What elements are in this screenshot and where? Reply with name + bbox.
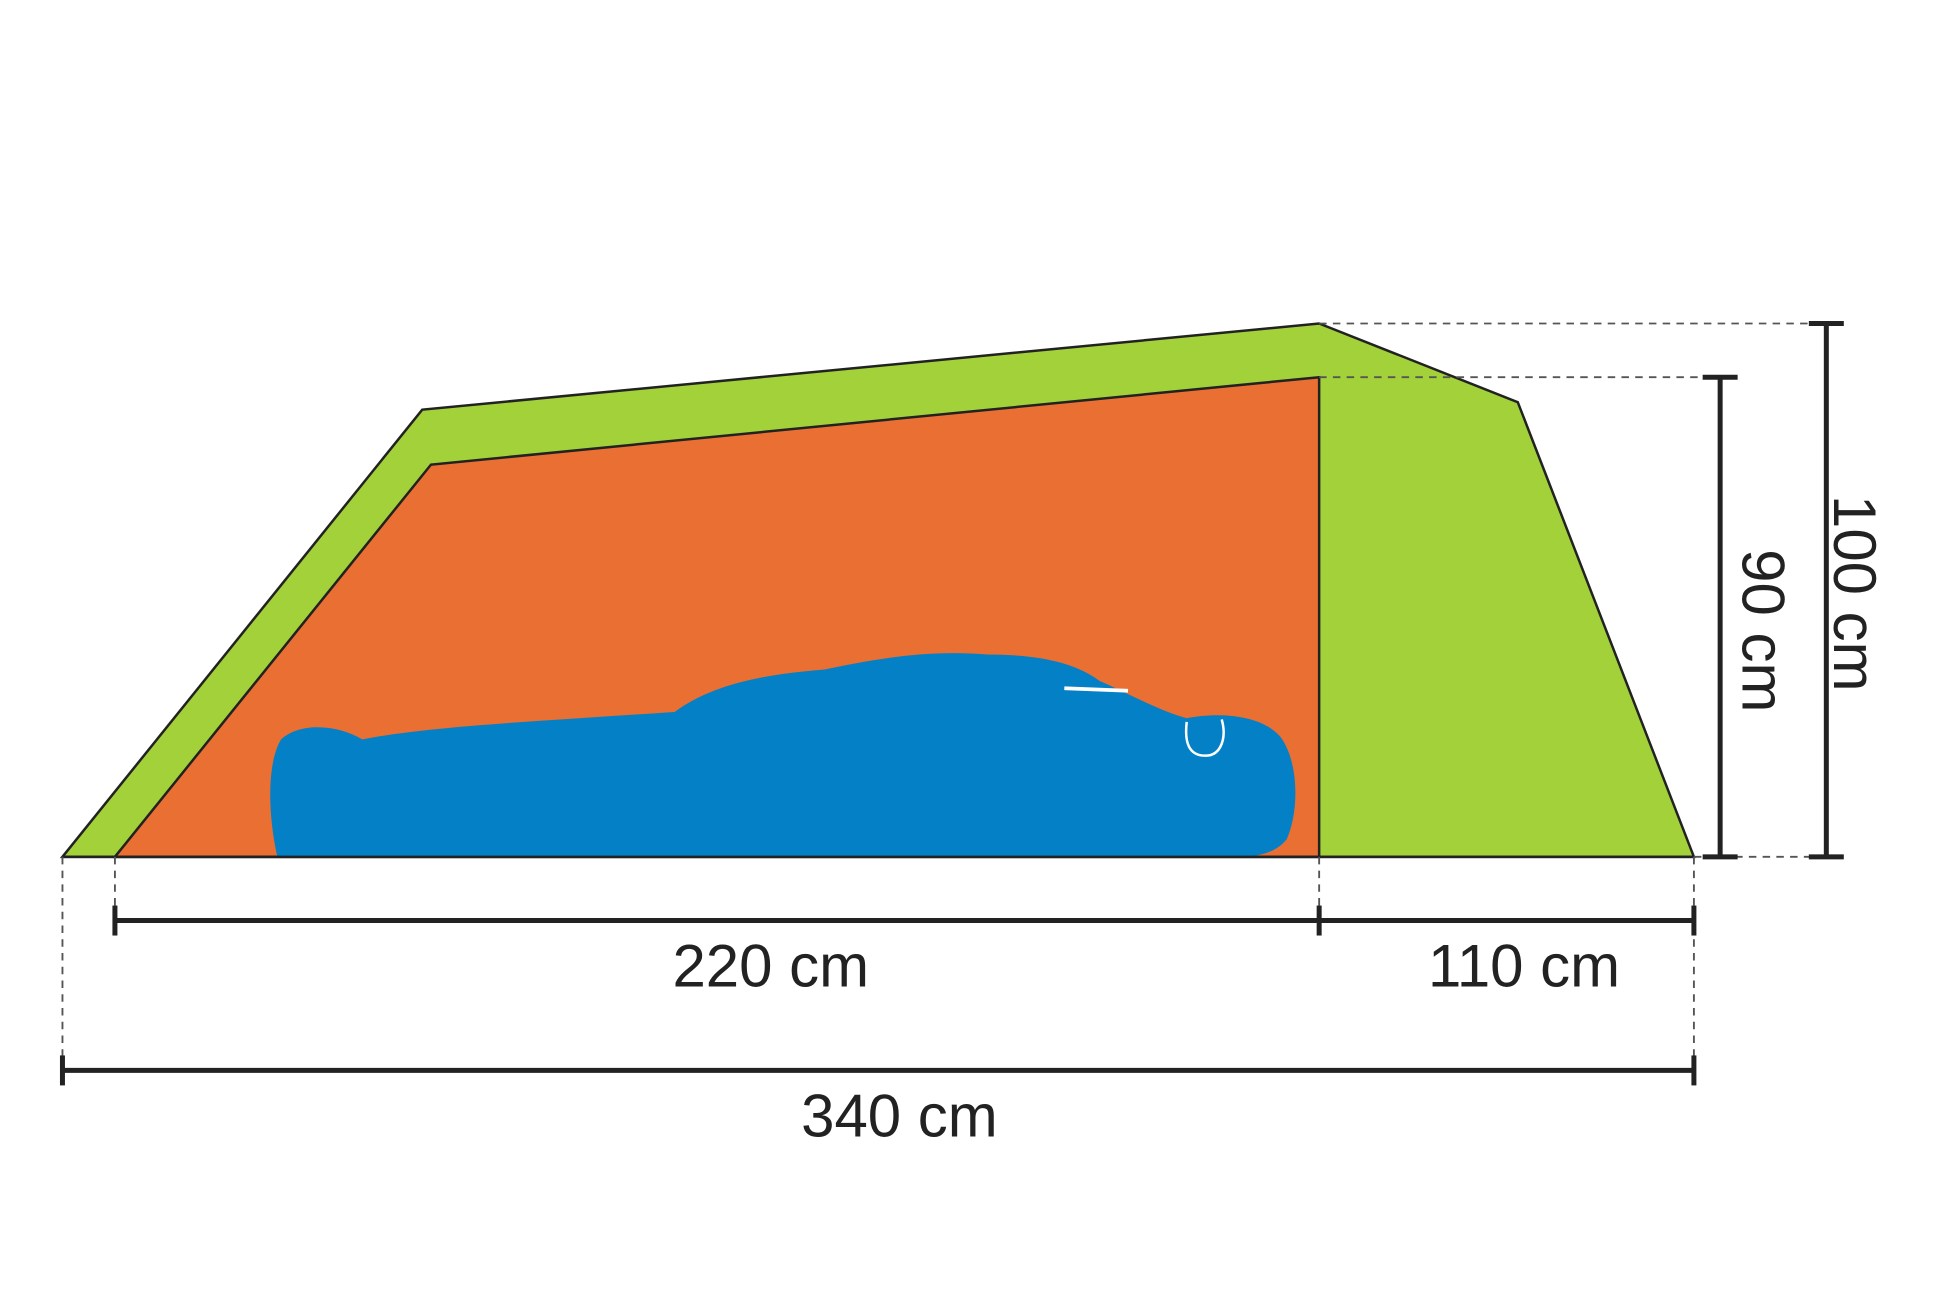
inner-height-label: 90 cm — [1730, 549, 1797, 712]
vestibule-length-label: 110 cm — [1428, 933, 1620, 1000]
sleeping-bag-hood — [1184, 719, 1225, 757]
guide-lines — [61, 322, 1827, 1071]
sleeping-bag — [270, 653, 1296, 857]
total-length-label: 340 cm — [801, 1083, 998, 1150]
dimension-lines — [59, 321, 1844, 1086]
inner-length-label: 220 cm — [672, 933, 869, 1000]
sleeping-bag-detail — [1064, 686, 1129, 693]
total-height-label: 100 cm — [1821, 495, 1888, 692]
